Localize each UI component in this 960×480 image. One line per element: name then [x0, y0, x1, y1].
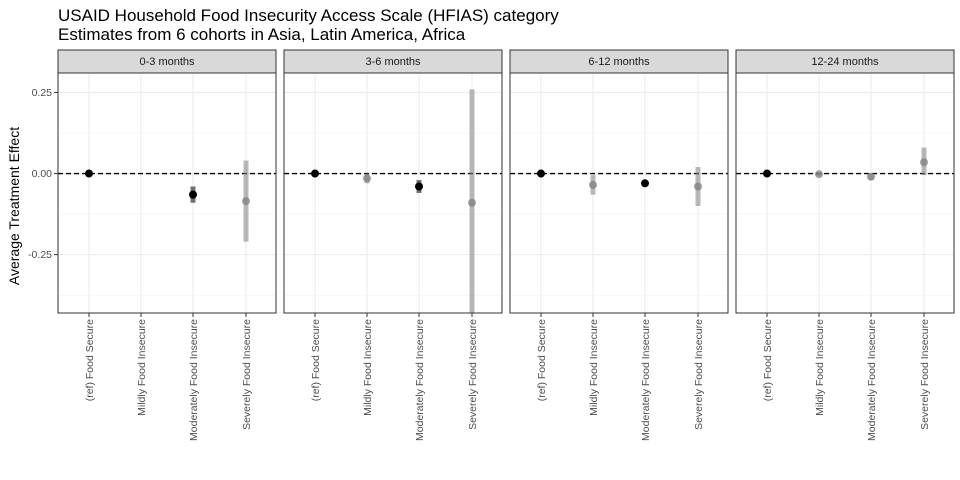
estimate-point — [641, 179, 649, 188]
x-tick-label: Moderately Food Insecure — [640, 319, 652, 441]
estimate-point — [920, 158, 928, 167]
estimate-point — [763, 169, 771, 178]
x-tick-label: Moderately Food Insecure — [866, 319, 878, 441]
facet-strip-label: 0-3 months — [139, 56, 195, 68]
x-tick-label: Mildly Food Insecure — [136, 319, 148, 416]
x-tick-label: Severely Food Insecure — [693, 319, 705, 430]
x-tick-label: Moderately Food Insecure — [188, 319, 200, 441]
facet-panel-3-6-months: 3-6 months (ref) Food Secure Mildly Food I… — [283, 49, 503, 441]
facet-panel-6-12-months: 6-12 months (ref) Food Secure Mildly Food … — [509, 49, 729, 441]
plot-area: 0.25 0.00 -0.25 0-3 months (ref) Food Secure… — [28, 49, 955, 441]
x-tick-label: Moderately Food Insecure — [414, 319, 426, 441]
x-tick-label: (ref) Food Secure — [762, 319, 774, 401]
facet-strip-label: 6-12 months — [588, 56, 650, 68]
facet-strip-label: 12-24 months — [811, 56, 879, 68]
x-tick-label: Mildly Food Insecure — [588, 319, 600, 416]
estimate-point — [815, 170, 823, 179]
x-tick-label: Severely Food Insecure — [241, 319, 253, 430]
estimate-point — [867, 172, 875, 181]
x-tick-label: (ref) Food Secure — [310, 319, 322, 401]
facet-panel-0-3-months: 0-3 months (ref) Food Secure Mildly Food I… — [57, 49, 277, 441]
x-tick-label: Mildly Food Insecure — [362, 319, 374, 416]
estimate-point — [468, 198, 476, 207]
panel-border — [283, 72, 503, 314]
facet-strip-label: 3-6 months — [365, 56, 421, 68]
x-tick-label: (ref) Food Secure — [536, 319, 548, 401]
estimate-point — [85, 169, 93, 178]
estimate-point — [311, 169, 319, 178]
panel-border — [57, 72, 277, 314]
facet-panel-12-24-months: 12-24 months (ref) Food Secure Mildly Food… — [735, 49, 955, 441]
estimate-point — [415, 182, 423, 191]
panel-background — [284, 73, 502, 313]
x-tick-label: (ref) Food Secure — [84, 319, 96, 401]
estimate-point — [242, 197, 250, 206]
panel-background — [510, 73, 728, 313]
estimate-point — [189, 190, 197, 199]
y-axis-title: Average Treatment Effect — [6, 127, 22, 285]
y-tick-label: -0.25 — [28, 249, 52, 261]
y-tick-label: 0.25 — [32, 87, 53, 99]
x-tick-label: Mildly Food Insecure — [814, 319, 826, 416]
chart-subtitle: Estimates from 6 cohorts in Asia, Latin … — [58, 25, 466, 44]
panel-border — [735, 72, 955, 314]
chart-title: USAID Household Food Insecurity Access S… — [58, 6, 559, 25]
y-tick-label: 0.00 — [32, 168, 53, 180]
panel-background — [58, 73, 276, 313]
panel-border — [509, 72, 729, 314]
estimate-point — [537, 169, 545, 178]
x-tick-label: Severely Food Insecure — [467, 319, 479, 430]
estimate-point — [363, 174, 371, 183]
panel-background — [736, 73, 954, 313]
estimate-point — [694, 182, 702, 191]
x-tick-label: Severely Food Insecure — [919, 319, 931, 430]
estimate-point — [589, 180, 597, 189]
